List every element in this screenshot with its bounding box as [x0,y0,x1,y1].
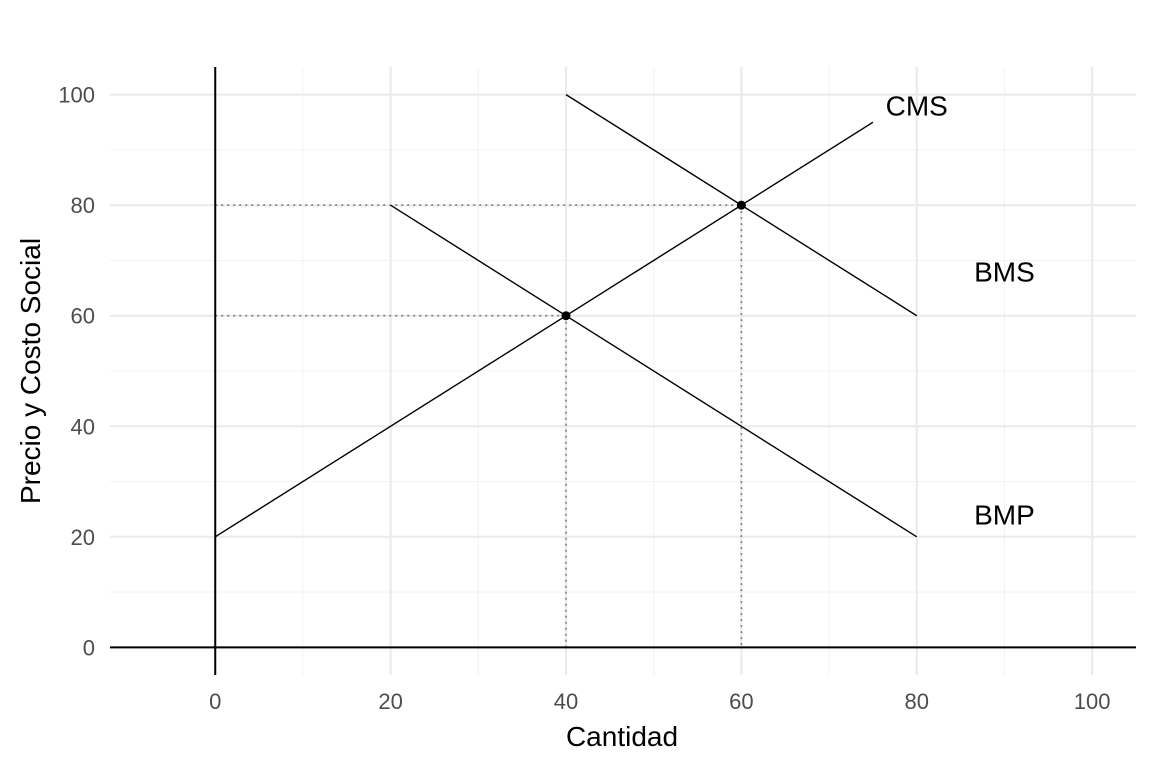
curve-label-bms: BMS [974,257,1035,288]
x-tick-label: 100 [1074,689,1111,714]
equilibrium-point [561,311,571,321]
curve-labels: CMS BMS BMP [886,91,1035,531]
y-tick-label: 100 [58,83,95,108]
curve-label-cms: CMS [886,91,948,122]
x-tick-label: 40 [554,689,578,714]
tick-labels: 0 20 40 60 80 100 0 20 40 60 80 100 [58,83,1110,714]
x-tick-label: 20 [378,689,402,714]
y-tick-label: 0 [83,635,95,660]
y-tick-label: 20 [71,525,95,550]
axes [110,67,1136,675]
x-axis-title: Cantidad [566,721,678,752]
x-tick-label: 0 [209,689,221,714]
y-tick-label: 40 [71,414,95,439]
x-tick-label: 80 [905,689,929,714]
curve-label-bmp: BMP [974,500,1035,531]
equilibrium-points [561,200,746,321]
y-tick-label: 80 [71,193,95,218]
y-tick-label: 60 [71,304,95,329]
y-axis-title: Precio y Costo Social [15,238,46,504]
grid [110,67,1136,675]
x-tick-label: 60 [729,689,753,714]
guide-lines [215,204,743,648]
series-line-cms [214,121,874,538]
series-line-bmp [390,204,918,538]
equilibrium-point [736,200,746,210]
